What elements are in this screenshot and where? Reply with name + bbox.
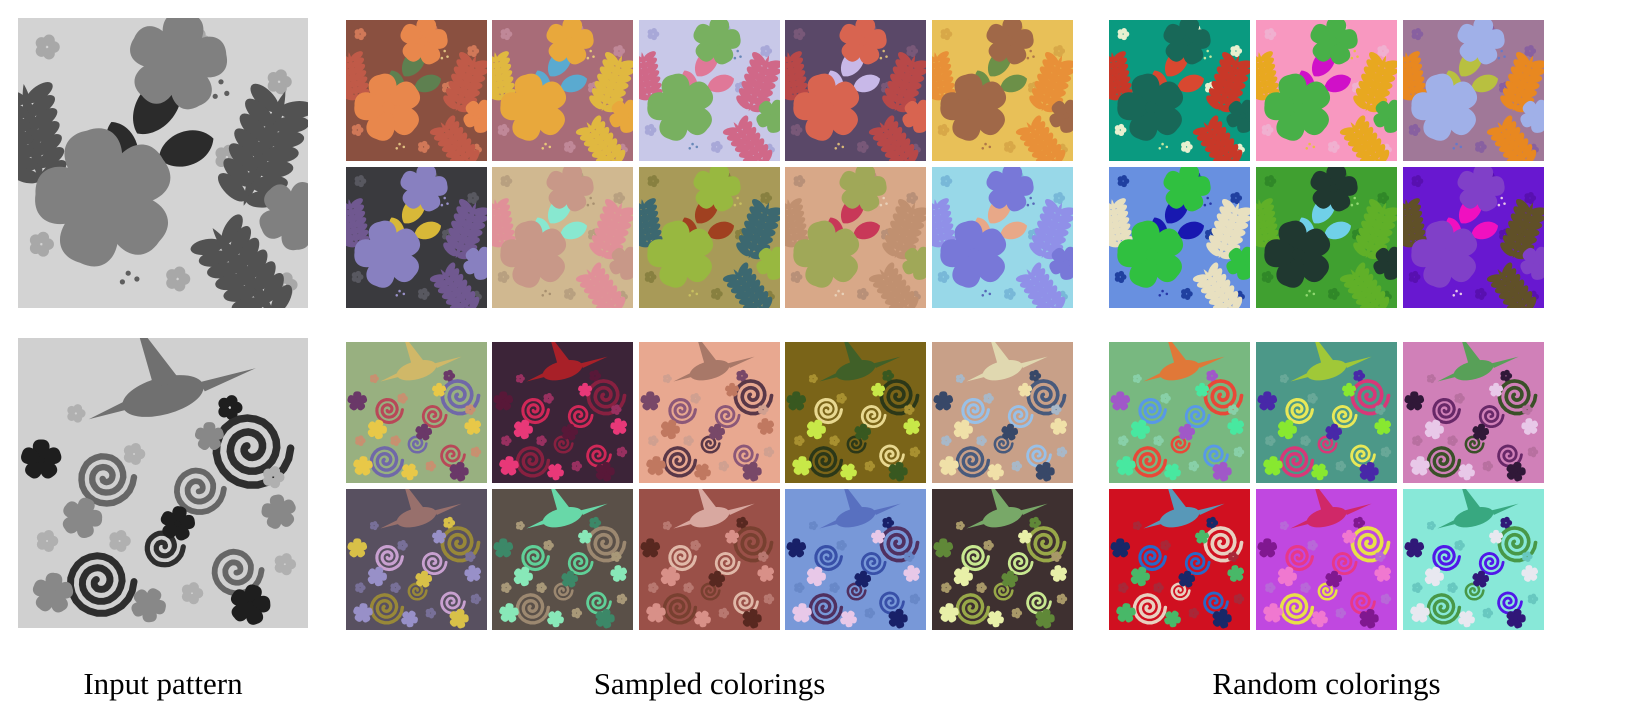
- sampled-tile-hibiscus-5: [932, 20, 1073, 161]
- random-tile-hummingbird-2: [1256, 342, 1397, 483]
- sampled-tile-hummingbird-6: [346, 489, 487, 630]
- random-tile-hibiscus-5: [1256, 167, 1397, 308]
- random-tile-hibiscus-4: [1109, 167, 1250, 308]
- sampled-tile-hummingbird-5: [932, 342, 1073, 483]
- sampled-tile-hibiscus-8: [639, 167, 780, 308]
- input-tile-hibiscus: [18, 18, 308, 308]
- sampled-tile-hibiscus-4: [785, 20, 926, 161]
- sampled-tile-hibiscus-9: [785, 167, 926, 308]
- random-tile-hummingbird-1: [1109, 342, 1250, 483]
- sampled-tile-hummingbird-8: [639, 489, 780, 630]
- sampled-tile-hummingbird-7: [492, 489, 633, 630]
- random-tile-hibiscus-1: [1109, 20, 1250, 161]
- sampled-tile-hummingbird-1: [346, 342, 487, 483]
- random-tile-hummingbird-3: [1403, 342, 1544, 483]
- sampled-tile-hibiscus-3: [639, 20, 780, 161]
- sampled-tile-hibiscus-1: [346, 20, 487, 161]
- sampled-tile-hummingbird-9: [785, 489, 926, 630]
- caption-random-colorings: Random colorings: [1212, 666, 1441, 701]
- caption-sampled-colorings: Sampled colorings: [593, 666, 826, 701]
- sampled-tile-hummingbird-4: [785, 342, 926, 483]
- random-tile-hummingbird-6: [1403, 489, 1544, 630]
- sampled-tile-hummingbird-2: [492, 342, 633, 483]
- random-tile-hummingbird-4: [1109, 489, 1250, 630]
- random-tile-hibiscus-6: [1403, 167, 1544, 308]
- sampled-tile-hummingbird-10: [932, 489, 1073, 630]
- random-tile-hibiscus-2: [1256, 20, 1397, 161]
- sampled-tile-hibiscus-10: [932, 167, 1073, 308]
- sampled-tile-hibiscus-6: [346, 167, 487, 308]
- random-tile-hummingbird-5: [1256, 489, 1397, 630]
- sampled-tile-hibiscus-7: [492, 167, 633, 308]
- sampled-tile-hummingbird-3: [639, 342, 780, 483]
- caption-input-pattern: Input pattern: [83, 666, 243, 701]
- input-tile-hummingbird: [18, 338, 308, 628]
- sampled-tile-hibiscus-2: [492, 20, 633, 161]
- random-tile-hibiscus-3: [1403, 20, 1544, 161]
